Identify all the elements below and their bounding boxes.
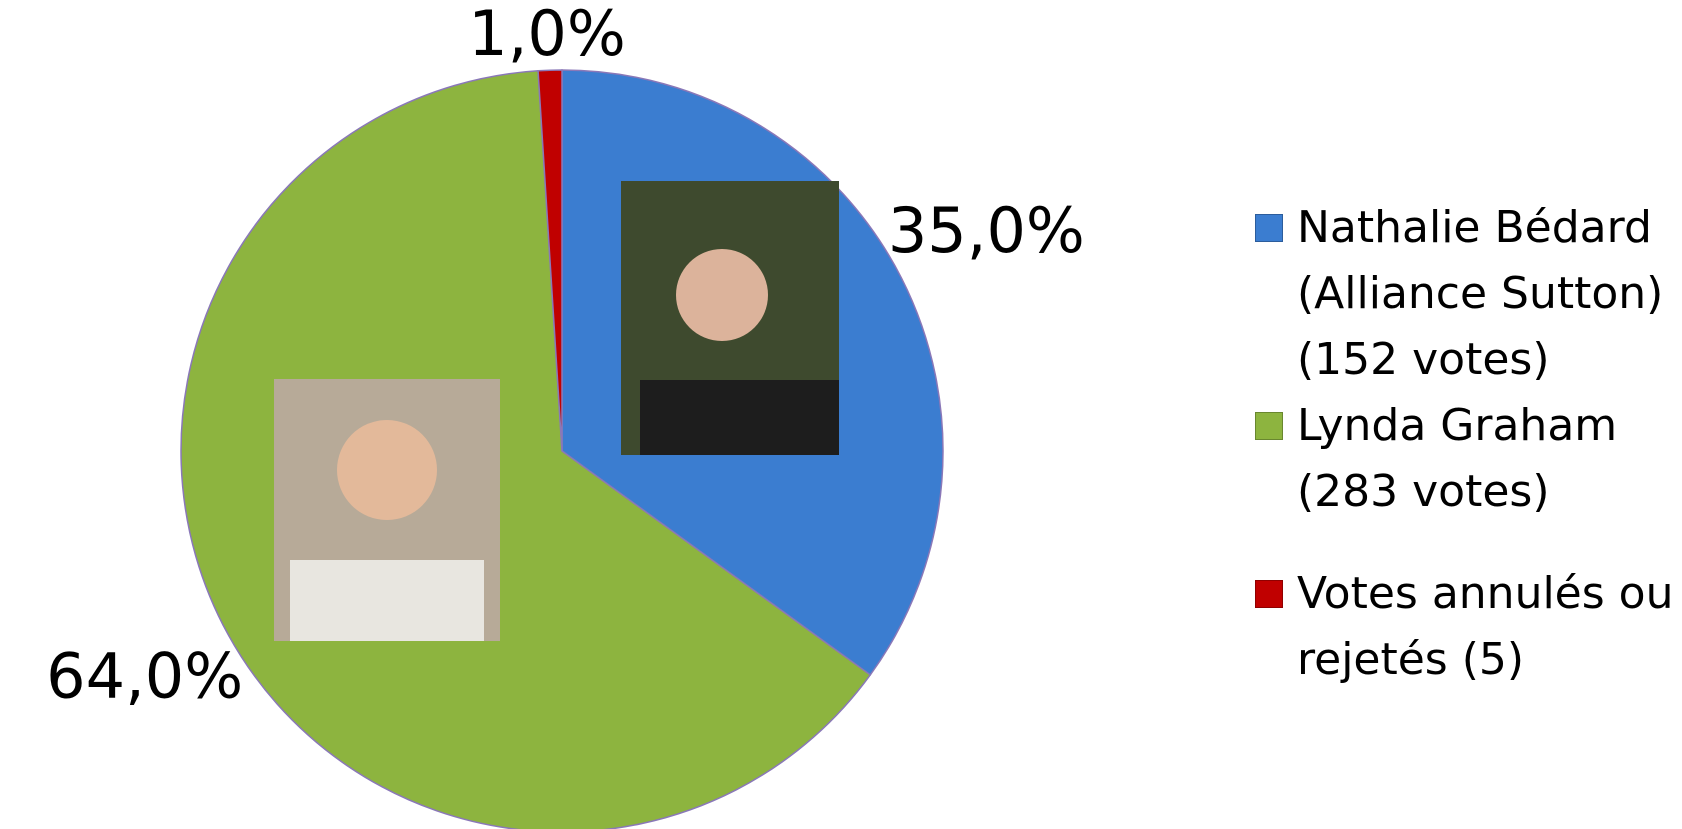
- legend: Nathalie Bédard (Alliance Sutton) (152 v…: [1255, 195, 1675, 693]
- legend-label: Votes annulés ou rejetés (5): [1297, 568, 1674, 685]
- legend-item: Lynda Graham (283 votes): [1255, 393, 1675, 525]
- data-label: 35,0%: [888, 194, 1085, 267]
- photo-clothes: [290, 560, 484, 641]
- legend-swatch: [1255, 214, 1283, 242]
- legend-swatch: [1255, 412, 1283, 440]
- data-label: 64,0%: [46, 640, 243, 713]
- photo-clothes: [640, 380, 839, 455]
- photo-face: [337, 420, 437, 520]
- legend-label: Nathalie Bédard (Alliance Sutton) (152 v…: [1297, 202, 1664, 385]
- legend-item: Nathalie Bédard (Alliance Sutton) (152 v…: [1255, 195, 1675, 393]
- data-label: 1,0%: [468, 0, 626, 70]
- legend-item: Votes annulés ou rejetés (5): [1255, 561, 1675, 693]
- legend-swatch: [1255, 580, 1283, 608]
- photo-face: [676, 249, 768, 341]
- legend-label: Lynda Graham (283 votes): [1297, 400, 1618, 517]
- pie-slice: [537, 69, 563, 452]
